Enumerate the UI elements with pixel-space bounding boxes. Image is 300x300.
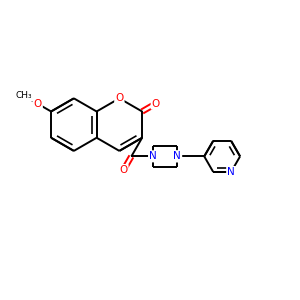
Text: N: N (227, 167, 235, 177)
Text: O: O (34, 99, 42, 109)
Text: N: N (173, 152, 181, 161)
Text: O: O (34, 99, 42, 109)
Text: N: N (173, 152, 181, 161)
Text: O: O (152, 99, 160, 109)
Text: CH₃: CH₃ (16, 92, 32, 100)
Text: N: N (149, 152, 157, 161)
Text: O: O (115, 93, 124, 103)
Text: N: N (227, 167, 235, 177)
Text: O: O (115, 93, 124, 103)
Text: N: N (173, 152, 181, 161)
Text: N: N (149, 152, 157, 161)
Text: O: O (119, 165, 128, 175)
